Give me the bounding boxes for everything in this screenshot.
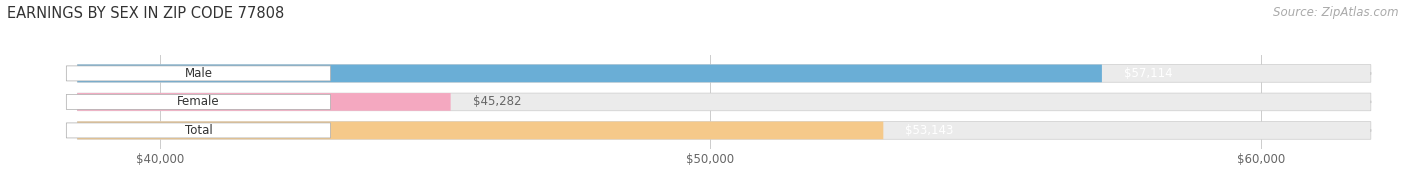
FancyBboxPatch shape: [77, 64, 1102, 82]
FancyBboxPatch shape: [66, 66, 330, 81]
Text: EARNINGS BY SEX IN ZIP CODE 77808: EARNINGS BY SEX IN ZIP CODE 77808: [7, 6, 284, 21]
FancyBboxPatch shape: [77, 93, 451, 111]
Text: Female: Female: [177, 95, 219, 108]
Text: Male: Male: [184, 67, 212, 80]
Text: $57,114: $57,114: [1123, 67, 1173, 80]
Text: $45,282: $45,282: [472, 95, 522, 108]
FancyBboxPatch shape: [66, 123, 330, 138]
FancyBboxPatch shape: [66, 94, 330, 109]
Text: $53,143: $53,143: [905, 124, 953, 137]
FancyBboxPatch shape: [77, 122, 1371, 139]
FancyBboxPatch shape: [77, 64, 1371, 82]
Text: Source: ZipAtlas.com: Source: ZipAtlas.com: [1274, 6, 1399, 19]
FancyBboxPatch shape: [77, 122, 883, 139]
Text: Total: Total: [184, 124, 212, 137]
FancyBboxPatch shape: [77, 93, 1371, 111]
